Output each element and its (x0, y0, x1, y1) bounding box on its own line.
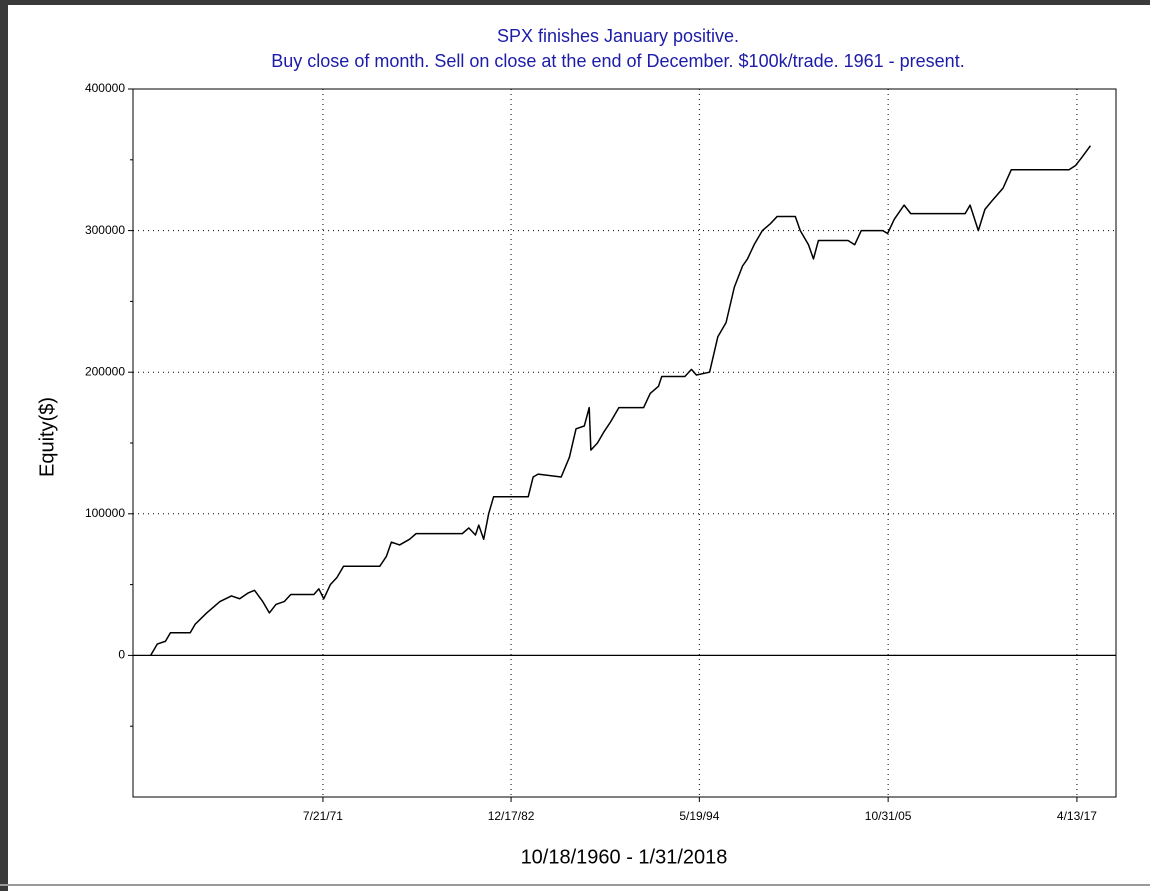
x-tick-label: 10/31/05 (865, 809, 912, 823)
equity-line (149, 145, 1092, 656)
y-tick-label: 300000 (85, 223, 125, 237)
window-frame-top (0, 0, 1150, 5)
window-frame-left (0, 0, 8, 891)
y-tick-label: 100000 (85, 506, 125, 520)
plot-area (132, 88, 1117, 798)
y-tick-label: 0 (118, 648, 125, 662)
x-tick-label: 4/13/17 (1057, 809, 1097, 823)
x-tick-label: 12/17/82 (488, 809, 535, 823)
x-axis-label: 10/18/1960 - 1/31/2018 (521, 846, 728, 868)
chart-subtitle: Buy close of month. Sell on close at the… (271, 51, 964, 71)
y-tick-label: 400000 (85, 81, 125, 95)
chart-title: SPX finishes January positive. (497, 26, 739, 46)
y-tick-label: 200000 (85, 364, 125, 378)
y-axis-label: Equity($) (36, 397, 58, 477)
x-tick-label: 5/19/94 (679, 809, 719, 823)
window-frame-bottom (0, 884, 1150, 886)
x-tick-label: 7/21/71 (303, 809, 343, 823)
